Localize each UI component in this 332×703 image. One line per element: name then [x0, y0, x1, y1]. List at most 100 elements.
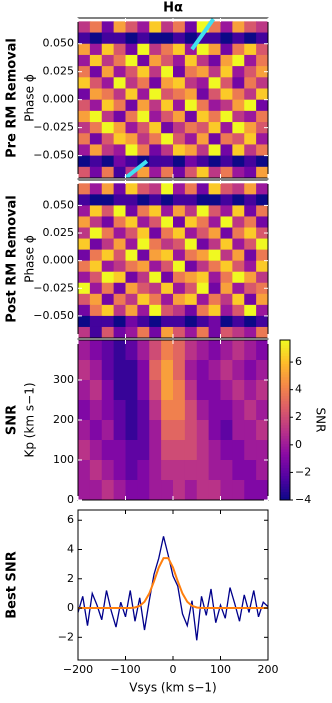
heatmap-cell	[232, 271, 245, 284]
colorbar-segment	[280, 342, 290, 346]
heatmap-cell	[196, 249, 210, 262]
heatmap-cell	[196, 133, 210, 146]
heatmap-cell	[125, 460, 138, 481]
heatmap-cell	[113, 144, 127, 157]
heatmap-cell	[137, 122, 150, 134]
heatmap-cell	[173, 227, 186, 240]
heatmap-cell	[196, 480, 210, 500]
heatmap-cell	[89, 271, 103, 284]
heatmap-cell	[89, 88, 103, 101]
heatmap-cell	[184, 133, 198, 146]
heatmap-cell	[184, 166, 198, 178]
heatmap-cell	[78, 271, 91, 284]
colorbar-segment	[280, 369, 290, 373]
heatmap-cell	[149, 340, 162, 361]
heatmap-cell	[244, 21, 257, 34]
colorbar-segment	[280, 492, 290, 496]
heatmap-cell	[101, 480, 115, 500]
heatmap-cell	[220, 271, 233, 284]
heatmap-cell	[78, 205, 91, 218]
heatmap-cell	[78, 32, 91, 45]
heatmap-cell	[101, 216, 115, 229]
heatmap-cell	[184, 194, 198, 207]
heatmap-cell	[125, 155, 138, 168]
colorbar-segment	[280, 417, 290, 421]
heatmap-cell	[113, 315, 127, 328]
heatmap-cell	[220, 43, 233, 56]
colorbar-segment	[280, 465, 290, 469]
heatmap-cell	[184, 77, 198, 90]
heatmap-cell	[149, 304, 162, 317]
heatmap-cell	[137, 227, 150, 240]
heatmap-cell	[184, 260, 198, 273]
heatmap-cell	[113, 32, 127, 45]
heatmap-cell	[89, 183, 103, 195]
heatmap-cell	[161, 315, 174, 328]
heatmap-cell	[89, 480, 103, 500]
heatmap-cell	[173, 43, 186, 56]
heatmap-cell	[256, 32, 268, 45]
heatmap-cell	[173, 440, 186, 461]
heatmap-cell	[256, 166, 268, 178]
heatmap-cell	[256, 66, 268, 78]
heatmap-cell	[184, 54, 198, 67]
heatmap-cell	[244, 315, 257, 328]
heatmap-cell	[149, 110, 162, 123]
heatmap-cell	[113, 420, 127, 441]
heatmap-cell	[89, 304, 103, 317]
heatmap-cell	[244, 460, 257, 481]
colorbar-tick-label: −4	[295, 493, 311, 506]
heatmap-cell	[89, 155, 103, 168]
heatmap-cell	[161, 144, 174, 157]
heatmap-cell	[184, 66, 198, 78]
heatmap-cell	[78, 380, 91, 401]
heatmap-cell	[125, 380, 138, 401]
heatmap-cell	[78, 133, 91, 146]
heatmap-cell	[161, 66, 174, 78]
heatmap-cell	[137, 249, 150, 262]
heatmap-cell	[184, 43, 198, 56]
heatmap-cell	[244, 238, 257, 251]
heatmap-cell	[149, 271, 162, 284]
heatmap-cell	[113, 99, 127, 112]
heatmap-cell	[101, 315, 115, 328]
heatmap-cell	[196, 460, 210, 481]
heatmap-cell	[78, 420, 91, 441]
heatmap-cell	[184, 293, 198, 306]
colorbar-segment	[280, 414, 290, 418]
heatmap-cell	[113, 88, 127, 101]
y-tick-label: 4	[67, 543, 74, 556]
heatmap-cell	[208, 480, 222, 500]
heatmap-cell	[113, 21, 127, 34]
heatmap-cell	[89, 360, 103, 381]
heatmap-cell	[161, 88, 174, 101]
heatmap-cell	[113, 380, 127, 401]
colorbar-segment	[280, 497, 290, 501]
heatmap-cell	[149, 133, 162, 146]
heatmap-cell	[232, 304, 245, 317]
heatmap-cell	[184, 440, 198, 461]
heatmap-cell	[196, 194, 210, 207]
heatmap-cell	[161, 205, 174, 218]
heatmap-cell	[89, 315, 103, 328]
heatmap-cell	[208, 194, 222, 207]
heatmap-cell	[149, 32, 162, 45]
y-tick-label: 2	[67, 572, 74, 585]
colorbar-segment	[280, 438, 290, 442]
heatmap-cell	[78, 155, 91, 168]
colorbar-segment	[280, 470, 290, 474]
heatmap-cell	[149, 54, 162, 67]
heatmap-cell	[232, 99, 245, 112]
heatmap-cell	[173, 480, 186, 500]
heatmap-cell	[220, 420, 233, 441]
heatmap-cell	[256, 99, 268, 112]
heatmap-cell	[149, 43, 162, 56]
heatmap-cell	[232, 122, 245, 134]
heatmap-cell	[196, 293, 210, 306]
heatmap-cell	[173, 380, 186, 401]
heatmap-cell	[220, 32, 233, 45]
heatmap-cell	[232, 249, 245, 262]
heatmap-cell	[184, 326, 198, 338]
heatmap-cell	[137, 380, 150, 401]
heatmap-cell	[173, 194, 186, 207]
